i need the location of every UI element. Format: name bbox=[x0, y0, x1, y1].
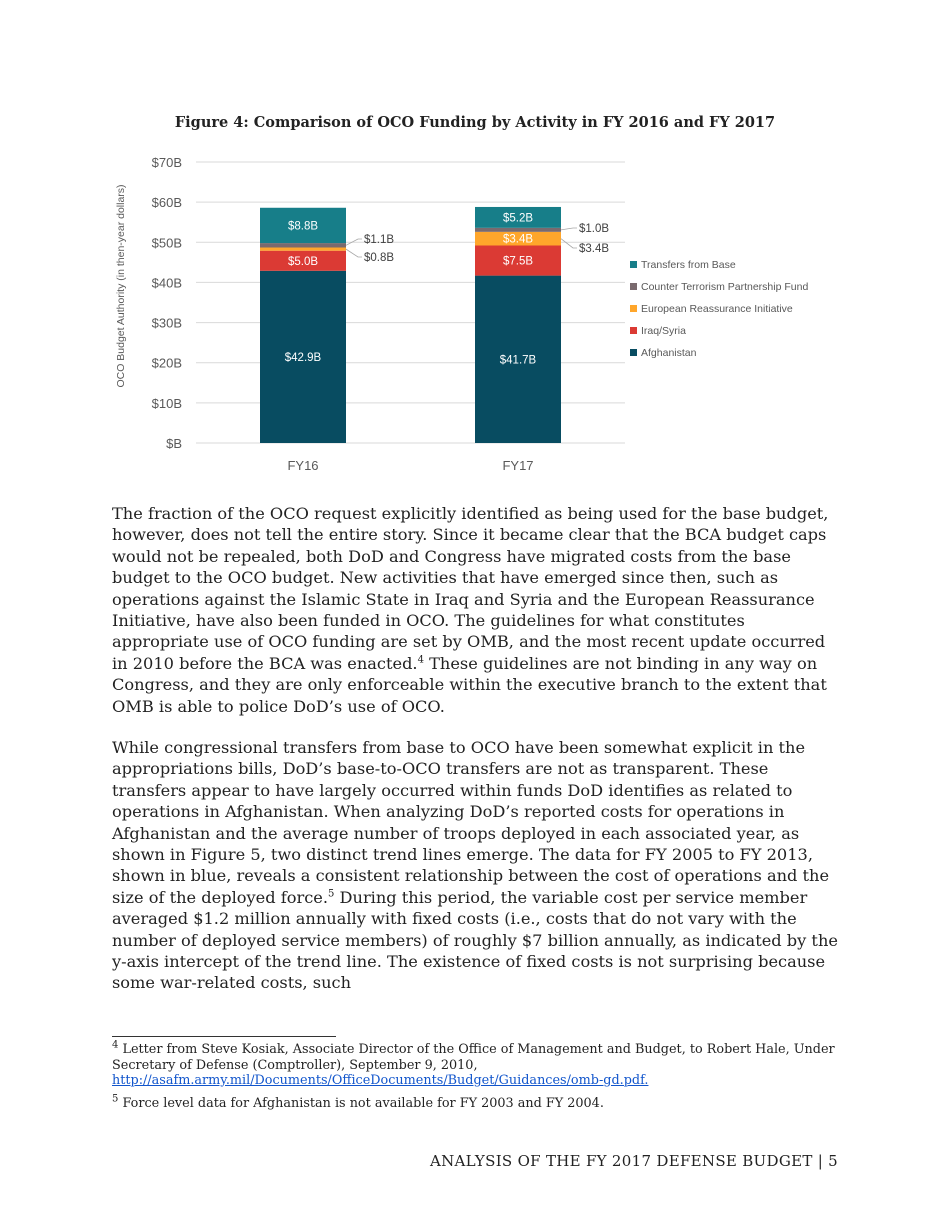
callout-leader bbox=[345, 248, 362, 258]
legend-item: Transfers from Base bbox=[630, 259, 736, 271]
paragraph-2-tail: During this period, the variable cost pe… bbox=[112, 887, 838, 993]
paragraph-1-tail: These guidelines are not binding in any … bbox=[112, 653, 827, 716]
footnote-divider bbox=[112, 1036, 336, 1037]
legend-swatch bbox=[630, 283, 637, 290]
x-tick-label: FY16 bbox=[287, 458, 318, 473]
bar-segment-afghanistan bbox=[475, 275, 561, 443]
bar-segment-transfers-from-base bbox=[475, 206, 561, 228]
data-label: $41.7B bbox=[500, 354, 537, 366]
legend-label: Transfers from Base bbox=[641, 259, 736, 271]
footnote-ref-5[interactable]: 5 bbox=[328, 888, 335, 900]
footnote-ref-4[interactable]: 4 bbox=[417, 654, 424, 666]
data-label: $1.0B bbox=[579, 223, 609, 235]
callout-leader bbox=[560, 238, 577, 249]
data-label: $3.4B bbox=[579, 243, 609, 255]
data-label: $5.0B bbox=[288, 256, 318, 268]
figure-title: Figure 4: Comparison of OCO Funding by A… bbox=[174, 114, 776, 131]
data-label: $0.8B bbox=[364, 252, 394, 264]
y-tick-label: $30B bbox=[152, 316, 182, 331]
legend-item: Iraq/Syria bbox=[630, 325, 686, 337]
paragraph-2-text: While congressional transfers from base … bbox=[112, 738, 830, 907]
bar-segment-european-reassurance-initiative bbox=[260, 247, 346, 251]
legend-swatch bbox=[630, 261, 637, 268]
callout-leader bbox=[345, 238, 362, 246]
legend-item: Afghanistan bbox=[630, 347, 697, 359]
oco-funding-chart: $B $10B $20B $30B $40B $50B $60B $70B FY16 $42.9… bbox=[115, 155, 808, 473]
bar-segment-counter-terrorism-partnership-fund bbox=[260, 243, 346, 248]
y-tick-label: $10B bbox=[152, 396, 182, 411]
data-label: $5.2B bbox=[503, 212, 533, 224]
legend-label: Afghanistan bbox=[641, 347, 697, 359]
page-footer: ANALYSIS OF THE FY 2017 DEFENSE BUDGET |… bbox=[429, 1152, 838, 1170]
paragraph-1-text: The fraction of the OCO request explicit… bbox=[112, 504, 829, 673]
data-label: $8.8B bbox=[288, 220, 318, 232]
data-label: $42.9B bbox=[285, 352, 322, 364]
footnote-4: 4 Letter from Steve Kosiak, Associate Di… bbox=[112, 1039, 842, 1089]
bar-segment-european-reassurance-initiative bbox=[475, 231, 561, 246]
bar-segment-iraq-syria bbox=[260, 250, 346, 271]
y-tick-label: $50B bbox=[152, 235, 182, 250]
legend-label: Counter Terrorism Partnership Fund bbox=[641, 281, 808, 293]
legend-item: Counter Terrorism Partnership Fund bbox=[630, 281, 808, 293]
bar-segment-afghanistan bbox=[260, 270, 346, 443]
y-tick-label: $20B bbox=[152, 356, 182, 371]
legend-swatch bbox=[630, 305, 637, 312]
y-tick-label: $70B bbox=[152, 155, 182, 170]
paragraph-1: The fraction of the OCO request explicit… bbox=[112, 503, 842, 717]
footnote-number: 4 bbox=[112, 1039, 119, 1051]
legend-swatch bbox=[630, 327, 637, 334]
legend-item: European Reassurance Initiative bbox=[630, 303, 793, 315]
data-label: $7.5B bbox=[503, 256, 533, 268]
x-tick-label: FY17 bbox=[502, 458, 533, 473]
legend-swatch bbox=[630, 349, 637, 356]
data-label: $1.1B bbox=[364, 234, 394, 246]
bar-segment-counter-terrorism-partnership-fund bbox=[475, 227, 561, 232]
footnote-text: Letter from Steve Kosiak, Associate Dire… bbox=[112, 1042, 835, 1073]
y-axis-label: OCO Budget Authority (in then-year dolla… bbox=[115, 184, 127, 387]
legend-label: European Reassurance Initiative bbox=[641, 303, 793, 315]
footnote-link[interactable]: http://asafm.army.mil/Documents/OfficeDo… bbox=[112, 1073, 649, 1088]
y-tick-label: $B bbox=[166, 436, 182, 451]
data-label: $3.4B bbox=[503, 234, 533, 246]
bar-segment-iraq-syria bbox=[475, 245, 561, 276]
legend-label: Iraq/Syria bbox=[641, 325, 686, 337]
footnote-number: 5 bbox=[112, 1093, 119, 1105]
y-tick-label: $40B bbox=[152, 275, 182, 290]
footnote-text: Force level data for Afghanistan is not … bbox=[118, 1096, 604, 1111]
callout-leader bbox=[560, 227, 577, 231]
bar-segment-transfers-from-base bbox=[260, 207, 346, 244]
y-tick-label: $60B bbox=[152, 195, 182, 210]
footnote-5: 5 Force level data for Afghanistan is no… bbox=[112, 1093, 842, 1112]
paragraph-2: While congressional transfers from base … bbox=[112, 737, 842, 994]
